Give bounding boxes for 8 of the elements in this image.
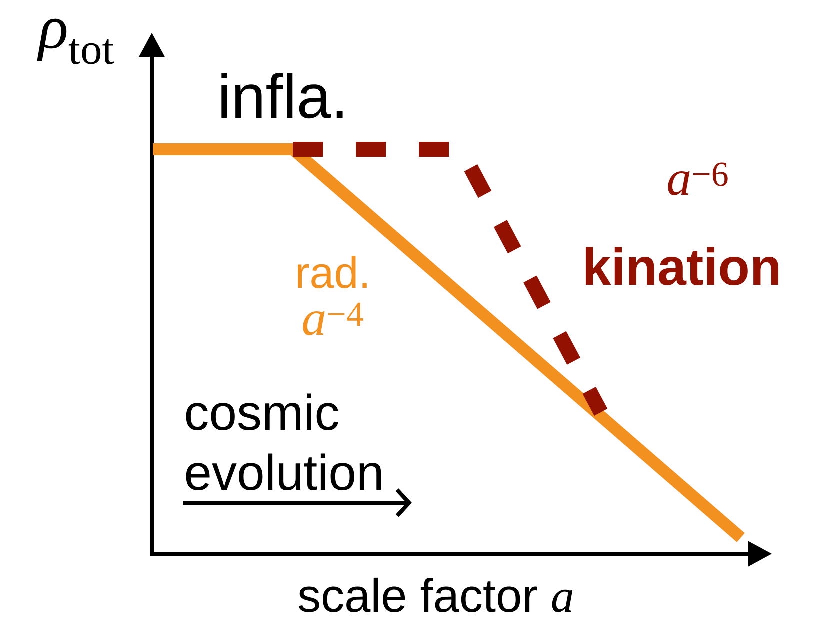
series-label: rad. (298, 256, 367, 288)
annotation: a$^{−4}$ (303, 302, 364, 336)
annotation: cosmic evolution (186, 394, 382, 490)
text: infla. (222, 73, 343, 119)
annotation: a$^{−6}$ (668, 162, 728, 196)
y-axis-title: ρ$_{tot}$ (37, 18, 114, 64)
series-label: kination (586, 247, 778, 286)
x-axis-title: scale factor a (298, 578, 573, 612)
